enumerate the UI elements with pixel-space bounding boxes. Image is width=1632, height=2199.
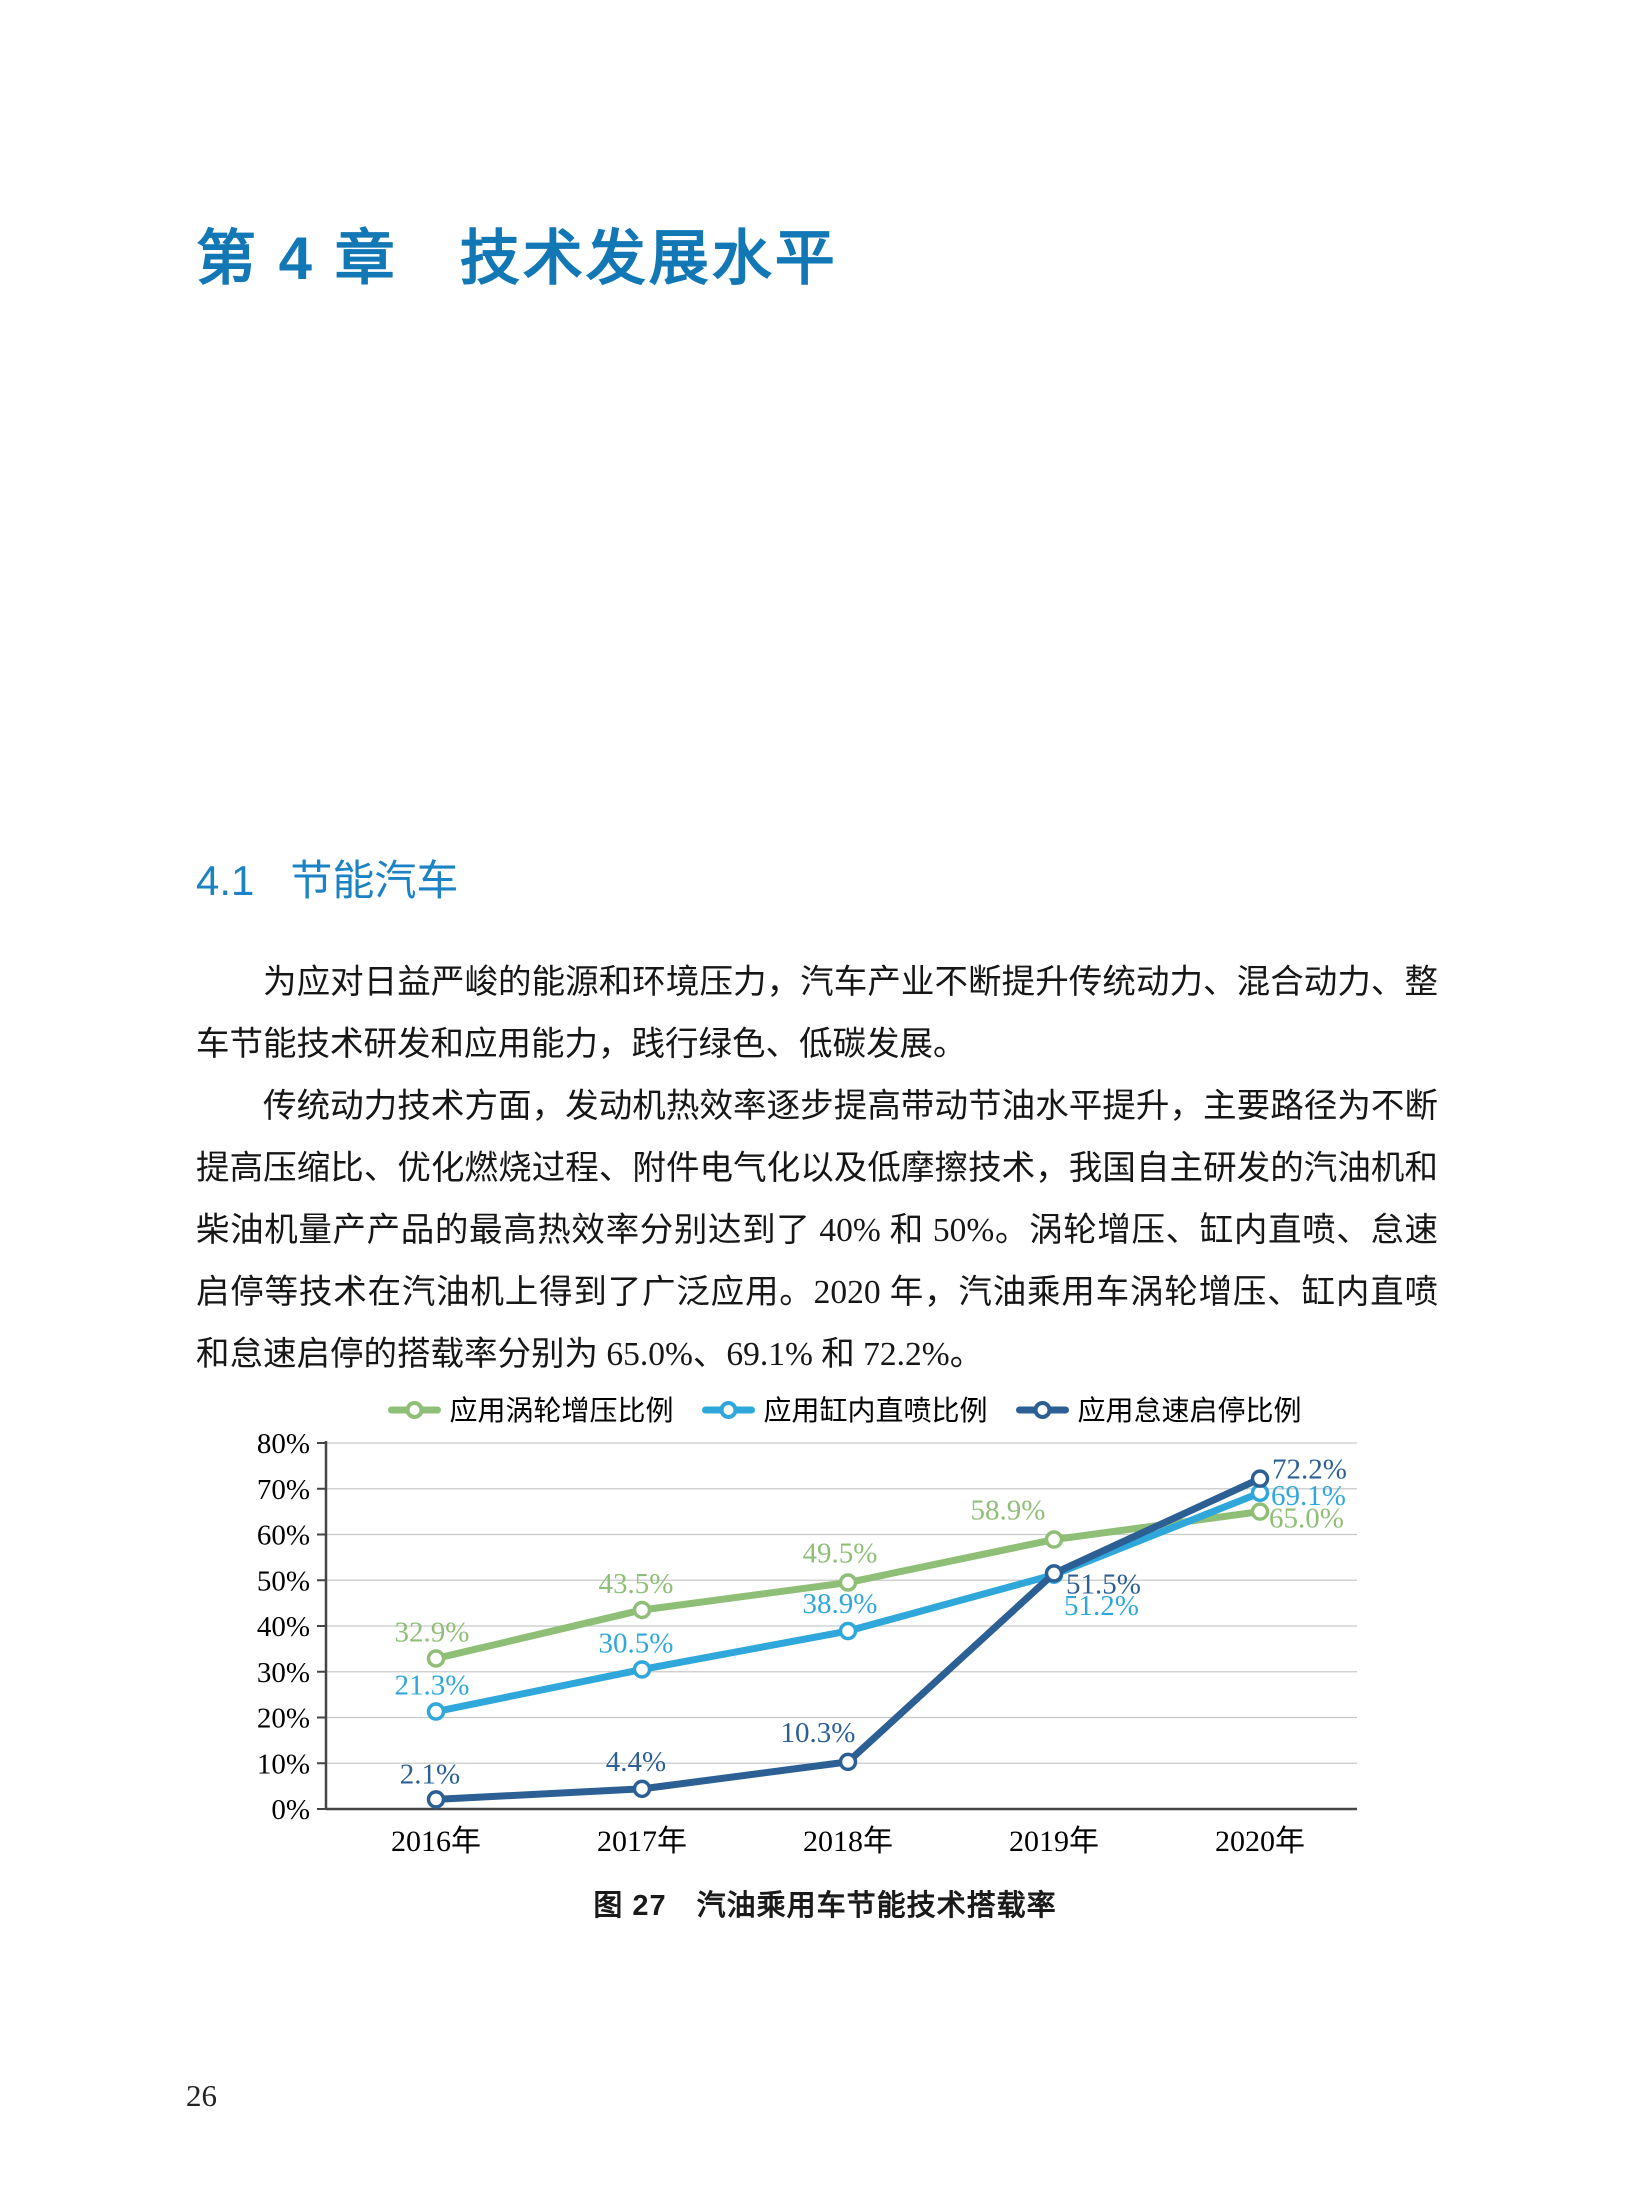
page-number: 26 <box>186 2078 217 2113</box>
svg-text:60%: 60% <box>257 1520 310 1552</box>
svg-text:69.1%: 69.1% <box>1271 1480 1346 1512</box>
section-number: 4.1 <box>196 857 255 904</box>
series-1: 21.3% 30.5% 38.9% 51.2% 69.1% <box>395 1480 1346 1721</box>
chapter-title: 技术发展水平 <box>459 225 838 292</box>
body-text: 为应对日益严峻的能源和环境压力，汽车产业不断提升传统动力、混合动力、整车节能技术… <box>196 952 1438 1386</box>
svg-text:10.3%: 10.3% <box>781 1717 856 1749</box>
figure-27: 0% 10% 20% 30% 40% 50% 60% 70% 80% 2016年 2017年 2018… <box>245 1388 1405 1924</box>
figure-caption: 图 27 汽油乘用车节能技术搭载率 <box>593 1890 1057 1922</box>
svg-text:应用涡轮增压比例: 应用涡轮增压比例 <box>450 1395 674 1427</box>
series-2: 2.1% 4.4% 10.3% 51.5% 72.2% <box>400 1454 1347 1809</box>
axes <box>317 1441 1357 1811</box>
svg-text:2017年: 2017年 <box>597 1825 687 1858</box>
series-0: 32.9% 43.5% 49.5% 58.9% 65.0% <box>395 1495 1344 1668</box>
svg-text:51.2%: 51.2% <box>1064 1590 1139 1622</box>
svg-text:21.3%: 21.3% <box>395 1670 470 1702</box>
svg-text:2016年: 2016年 <box>391 1825 481 1858</box>
svg-text:80%: 80% <box>257 1428 310 1460</box>
svg-text:43.5%: 43.5% <box>599 1568 674 1600</box>
svg-text:应用缸内直喷比例: 应用缸内直喷比例 <box>764 1395 988 1427</box>
svg-text:50%: 50% <box>257 1565 310 1597</box>
svg-text:2019年: 2019年 <box>1009 1825 1099 1858</box>
section-title: 节能汽车 <box>290 857 459 904</box>
chapter-heading: 第 4 章技术发展水平 <box>196 226 838 292</box>
svg-text:32.9%: 32.9% <box>395 1616 470 1648</box>
y-axis-labels: 0% 10% 20% 30% 40% 50% 60% 70% 80% <box>257 1428 310 1826</box>
svg-text:72.2%: 72.2% <box>1272 1454 1347 1486</box>
svg-text:65.0%: 65.0% <box>1269 1503 1344 1535</box>
svg-text:2020年: 2020年 <box>1215 1825 1305 1858</box>
svg-text:30.5%: 30.5% <box>599 1627 674 1659</box>
paragraph-1: 为应对日益严峻的能源和环境压力，汽车产业不断提升传统动力、混合动力、整车节能技术… <box>196 964 1438 1063</box>
svg-text:58.9%: 58.9% <box>971 1495 1046 1527</box>
svg-text:0%: 0% <box>271 1794 310 1826</box>
svg-text:38.9%: 38.9% <box>803 1588 878 1620</box>
svg-text:51.5%: 51.5% <box>1066 1568 1141 1600</box>
svg-text:4.4%: 4.4% <box>606 1746 666 1778</box>
section-heading: 4.1 节能汽车 <box>196 856 458 906</box>
svg-text:2018年: 2018年 <box>803 1825 893 1858</box>
chart-legend: 应用涡轮增压比例 应用缸内直喷比例 应用怠速启停比例 <box>388 1395 1302 1427</box>
chapter-number: 第 4 章 <box>196 225 398 292</box>
svg-text:20%: 20% <box>257 1703 310 1735</box>
svg-text:2.1%: 2.1% <box>400 1758 460 1790</box>
line-chart: 0% 10% 20% 30% 40% 50% 60% 70% 80% 2016年 2017年 2018… <box>257 1395 1357 1858</box>
x-axis-labels: 2016年 2017年 2018年 2019年 2020年 <box>391 1825 1305 1858</box>
svg-text:应用怠速启停比例: 应用怠速启停比例 <box>1078 1395 1302 1427</box>
svg-text:40%: 40% <box>257 1611 310 1643</box>
svg-text:70%: 70% <box>257 1474 310 1506</box>
svg-text:10%: 10% <box>257 1748 310 1780</box>
paragraph-2: 传统动力技术方面，发动机热效率逐步提高带动节油水平提升，主要路径为不断提高压缩比… <box>196 1088 1438 1373</box>
svg-text:49.5%: 49.5% <box>803 1538 878 1570</box>
svg-text:30%: 30% <box>257 1657 310 1689</box>
